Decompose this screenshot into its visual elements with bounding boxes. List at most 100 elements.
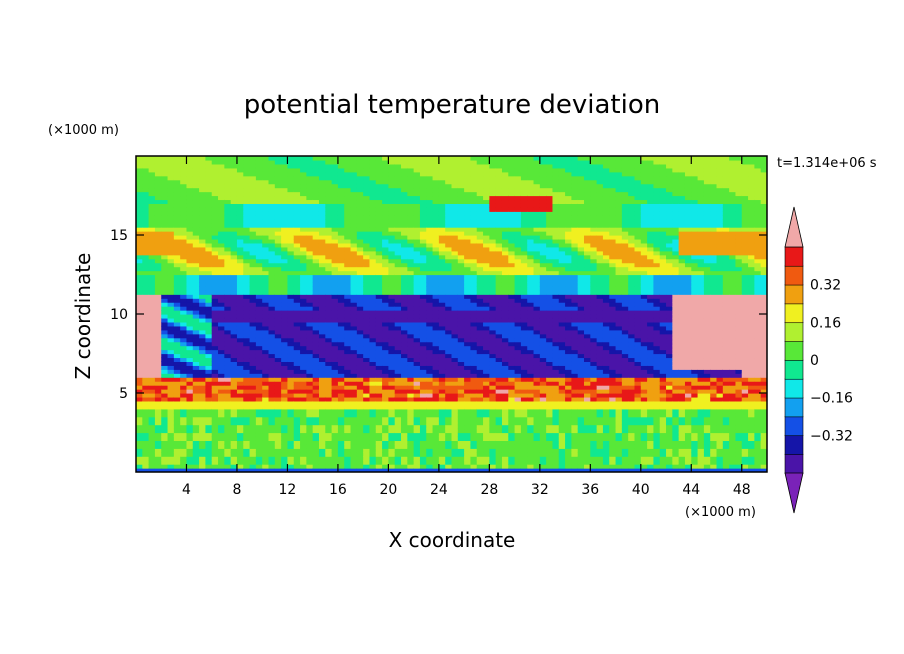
heatmap-cell — [508, 195, 516, 201]
heatmap-cell — [350, 381, 358, 386]
heatmap-cell — [375, 468, 383, 472]
heatmap-cell — [274, 456, 282, 461]
heatmap-cell — [495, 341, 503, 347]
heatmap-cell — [255, 381, 263, 386]
heatmap-cell — [211, 456, 219, 461]
heatmap-cell — [142, 219, 150, 224]
heatmap-cell — [211, 452, 219, 457]
heatmap-cell — [224, 314, 232, 319]
heatmap-cell — [476, 258, 484, 264]
heatmap-cell — [464, 436, 472, 441]
heatmap-cell — [249, 302, 257, 307]
heatmap-cell — [369, 381, 377, 386]
heatmap-cell — [136, 199, 143, 204]
heatmap-cell — [382, 377, 389, 382]
heatmap-cell — [262, 436, 270, 441]
heatmap-cell — [154, 389, 162, 394]
heatmap-cell — [318, 345, 326, 351]
heatmap-cell — [236, 357, 244, 362]
heatmap-cell — [470, 456, 478, 461]
heatmap-cell — [369, 246, 377, 252]
heatmap-cell — [192, 258, 200, 264]
heatmap-cell — [148, 420, 156, 426]
heatmap-cell — [199, 321, 207, 327]
heatmap-cell — [211, 187, 219, 193]
heatmap-cell — [318, 159, 326, 165]
heatmap-cell — [325, 310, 333, 315]
heatmap-cell — [375, 235, 383, 240]
heatmap-cell — [199, 317, 207, 323]
heatmap-cell — [142, 175, 150, 181]
heatmap-cell — [407, 325, 415, 331]
heatmap-cell — [495, 231, 503, 236]
heatmap-cell — [306, 420, 314, 426]
heatmap-cell — [457, 306, 465, 311]
heatmap-cell — [451, 211, 459, 216]
heatmap-cell — [167, 298, 175, 303]
heatmap-cell — [350, 282, 358, 287]
heatmap-cell — [445, 286, 453, 291]
heatmap-cell — [148, 428, 156, 434]
heatmap-cell — [142, 274, 150, 280]
heatmap-cell — [293, 396, 301, 402]
heatmap-cell — [363, 191, 371, 197]
heatmap-cell — [394, 282, 402, 287]
heatmap-cell — [495, 464, 503, 469]
heatmap-cell — [350, 242, 358, 248]
heatmap-cell — [306, 361, 314, 366]
heatmap-cell — [262, 167, 270, 173]
heatmap-cell — [161, 408, 169, 414]
heatmap-cell — [337, 175, 345, 181]
heatmap-cell — [205, 238, 213, 244]
heatmap-cell — [199, 195, 207, 201]
heatmap-cell — [369, 361, 377, 366]
heatmap-cell — [136, 393, 143, 398]
heatmap-cell — [236, 393, 244, 398]
heatmap-cell — [432, 290, 440, 295]
heatmap-cell — [199, 408, 207, 414]
heatmap-cell — [375, 464, 383, 469]
heatmap-cell — [186, 211, 194, 216]
heatmap-cell — [148, 215, 156, 220]
heatmap-cell — [438, 156, 446, 161]
heatmap-cell — [407, 187, 415, 193]
heatmap-cell — [407, 373, 415, 378]
heatmap-cell — [180, 286, 188, 291]
heatmap-cell — [318, 333, 326, 339]
heatmap-cell — [312, 171, 320, 177]
heatmap-cell — [173, 396, 181, 402]
heatmap-cell — [514, 254, 522, 260]
heatmap-cell — [281, 400, 289, 406]
heatmap-cell — [136, 163, 143, 169]
heatmap-cell — [350, 302, 358, 307]
heatmap-cell — [142, 357, 150, 362]
heatmap-cell — [527, 444, 535, 449]
heatmap-cell — [337, 187, 345, 193]
heatmap-cell — [318, 290, 326, 295]
heatmap-cell — [274, 250, 282, 256]
heatmap-cell — [243, 294, 251, 299]
heatmap-cell — [300, 274, 307, 280]
heatmap-cell — [419, 290, 427, 295]
heatmap-cell — [293, 242, 301, 248]
heatmap-cell — [230, 266, 238, 272]
heatmap-cell — [508, 274, 516, 280]
heatmap-cell — [451, 199, 459, 204]
heatmap-cell — [306, 242, 314, 248]
heatmap-cell — [476, 183, 484, 189]
heatmap-cell — [520, 468, 528, 472]
heatmap-cell — [520, 381, 528, 386]
heatmap-cell — [173, 274, 181, 280]
heatmap-cell — [363, 452, 371, 457]
heatmap-cell — [363, 440, 371, 445]
heatmap-cell — [470, 381, 478, 386]
heatmap-cell — [186, 381, 194, 386]
heatmap-cell — [394, 333, 402, 339]
heatmap-cell — [344, 385, 352, 390]
heatmap-cell — [148, 270, 156, 276]
heatmap-cell — [382, 258, 389, 264]
heatmap-cell — [426, 428, 434, 434]
heatmap-cell — [489, 167, 497, 173]
heatmap-cell — [438, 167, 446, 173]
heatmap-cell — [508, 337, 516, 343]
